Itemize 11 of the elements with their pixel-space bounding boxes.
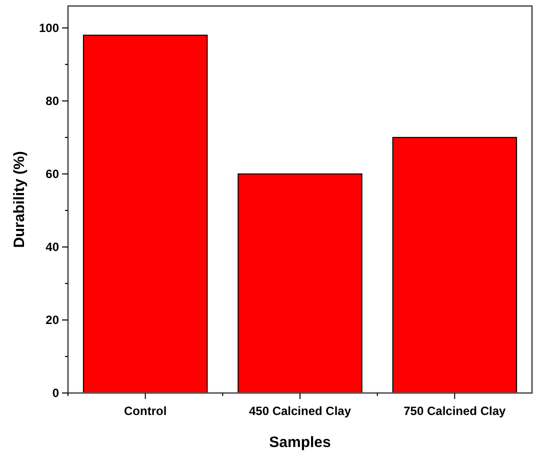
- x-axis-title: Samples: [269, 434, 331, 451]
- y-tick-label: 20: [46, 313, 60, 328]
- y-axis-title: Durability (%): [11, 151, 28, 248]
- y-tick-label: 0: [52, 386, 60, 400]
- x-tick-label: Control: [124, 404, 167, 418]
- y-tick-label: 80: [46, 94, 60, 108]
- y-tick-label: 60: [46, 167, 60, 182]
- x-tick-label: 750 Calcined Clay: [404, 404, 506, 418]
- x-tick-label: 450 Calcined Clay: [248, 404, 352, 418]
- y-tick-label: 100: [38, 21, 60, 36]
- y-tick-label: 40: [46, 240, 60, 254]
